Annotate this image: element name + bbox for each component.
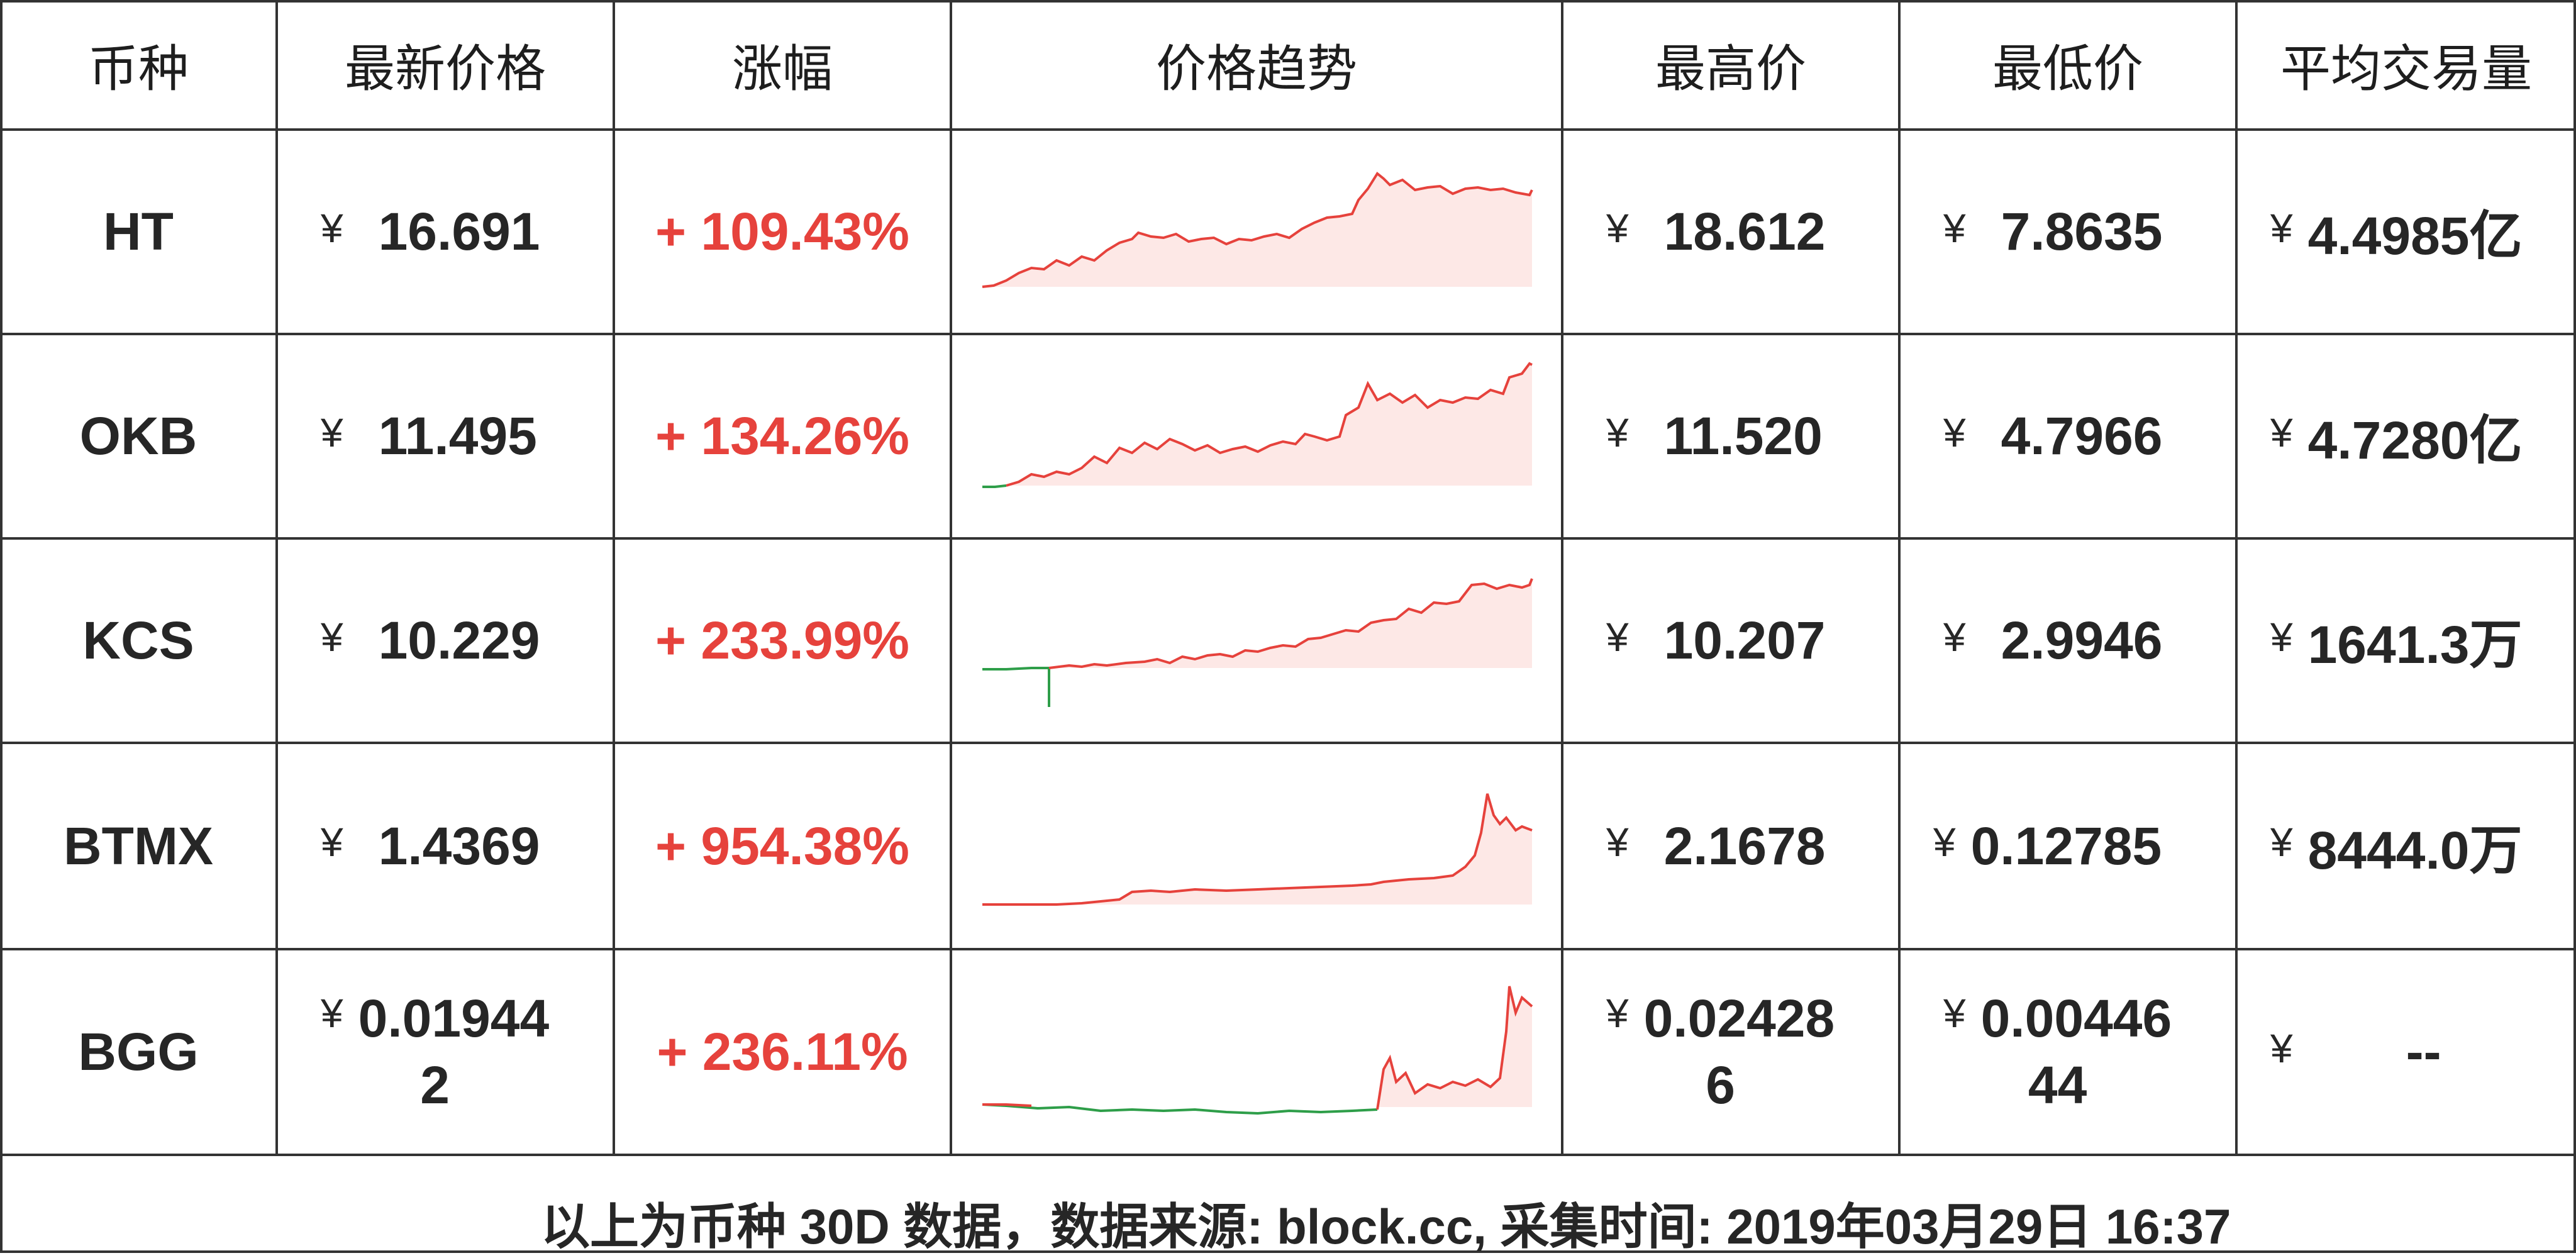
currency-symbol: ¥ <box>1943 614 1966 660</box>
currency-symbol: ¥ <box>1606 990 1629 1036</box>
row-low-price: ¥4.7966 <box>1899 334 2236 538</box>
row-high-price: ¥0.02428 6 <box>1562 949 1899 1155</box>
row-avg-volume: ¥8444.0万 <box>2236 743 2576 949</box>
low-price-value: 2.9946 <box>2001 611 2163 670</box>
row-low-price: ¥0.00446 44 <box>1899 949 2236 1155</box>
high-price-value: 11.520 <box>1663 406 1823 465</box>
currency-symbol: ¥ <box>2270 820 2293 865</box>
currency-symbol: ¥ <box>321 409 343 455</box>
row-low-price: ¥0.12785 <box>1899 743 2236 949</box>
avg-volume-value: 1641.3万 <box>2307 615 2523 674</box>
row-change: + 236.11% <box>657 1022 908 1081</box>
header-price-trend: 价格趋势 <box>1156 41 1357 97</box>
avg-volume-value: 4.4985亿 <box>2307 206 2523 265</box>
high-price-value: 10.207 <box>1663 611 1826 670</box>
row-latest-price: ¥16.691 <box>277 130 614 334</box>
currency-symbol: ¥ <box>2270 1025 2293 1071</box>
row-symbol: BGG <box>78 1022 199 1081</box>
latest-price-value: 11.495 <box>378 406 537 465</box>
row-avg-volume: ¥4.4985亿 <box>2236 130 2576 334</box>
row-change: + 954.38% <box>655 816 909 876</box>
currency-symbol: ¥ <box>321 205 343 251</box>
latest-price-value: 16.691 <box>378 202 540 261</box>
currency-symbol: ¥ <box>321 614 343 660</box>
latest-price-value: 0.01944 <box>358 988 550 1048</box>
row-symbol: KCS <box>82 611 194 670</box>
row-high-price: ¥10.207 <box>1562 538 1899 743</box>
header-avg-volume: 平均交易量 <box>2280 41 2532 97</box>
currency-symbol: ¥ <box>2270 614 2293 660</box>
low-price-value: 4.7966 <box>2001 406 2163 465</box>
header-low-price: 最低价 <box>1992 41 2143 97</box>
sparkline-okb <box>982 362 1533 488</box>
row-avg-volume: ¥1641.3万 <box>2236 538 2576 743</box>
currency-symbol: ¥ <box>1943 205 1966 251</box>
currency-symbol: ¥ <box>1933 820 1956 865</box>
row-latest-price: ¥10.229 <box>277 538 614 743</box>
row-symbol: OKB <box>79 406 197 465</box>
row-latest-price: ¥11.495 <box>277 334 614 538</box>
sparkline-ht <box>982 172 1533 288</box>
high-price-value: 0.02428 <box>1643 988 1835 1048</box>
row-low-price: ¥2.9946 <box>1899 538 2236 743</box>
avg-volume-value: 4.7280亿 <box>2307 411 2523 470</box>
currency-symbol: ¥ <box>1606 205 1629 251</box>
header-change: 涨幅 <box>732 41 833 97</box>
low-price-value: 0.00446 <box>1980 988 2172 1048</box>
row-symbol: BTMX <box>64 816 213 876</box>
sparkline-kcs <box>982 578 1533 707</box>
header-symbol: 币种 <box>88 41 189 97</box>
data-source-footnote: 以上为币种 30D 数据，数据来源: block.cc, 采集时间: 2019年… <box>541 1199 2231 1254</box>
row-high-price: ¥11.520 <box>1562 334 1899 538</box>
currency-symbol: ¥ <box>1606 614 1629 660</box>
sparkline-btmx <box>982 793 1533 906</box>
row-avg-volume: ¥ -- <box>2236 949 2576 1155</box>
currency-symbol: ¥ <box>1943 990 1966 1036</box>
row-high-price: ¥18.612 <box>1562 130 1899 334</box>
avg-volume-value: -- <box>2406 1022 2441 1081</box>
currency-symbol: ¥ <box>321 820 343 865</box>
high-price-value: 2.1678 <box>1663 816 1826 876</box>
currency-symbol: ¥ <box>1606 409 1629 455</box>
row-change: + 134.26% <box>655 406 909 465</box>
row-change: + 109.43% <box>655 202 909 261</box>
row-low-price: ¥7.8635 <box>1899 130 2236 334</box>
currency-symbol: ¥ <box>1943 409 1966 455</box>
sparkline-bgg <box>982 986 1533 1115</box>
row-latest-price: ¥0.01944 2 <box>277 949 614 1155</box>
currency-symbol: ¥ <box>321 990 343 1036</box>
low-price-value: 7.8635 <box>2001 202 2163 261</box>
row-symbol: HT <box>103 202 174 261</box>
latest-price-value-wrap: 2 <box>420 1055 450 1115</box>
currency-symbol: ¥ <box>2270 205 2293 251</box>
row-high-price: ¥2.1678 <box>1562 743 1899 949</box>
row-avg-volume: ¥4.7280亿 <box>2236 334 2576 538</box>
header-high-price: 最高价 <box>1655 41 1806 97</box>
header-latest-price: 最新价格 <box>345 41 546 97</box>
low-price-value-wrap: 44 <box>2028 1055 2087 1115</box>
low-price-value: 0.12785 <box>1970 816 2162 876</box>
row-latest-price: ¥1.4369 <box>277 743 614 949</box>
currency-symbol: ¥ <box>2270 409 2293 455</box>
high-price-value: 18.612 <box>1663 202 1826 261</box>
latest-price-value: 1.4369 <box>378 816 540 876</box>
currency-symbol: ¥ <box>1606 820 1629 865</box>
row-change: + 233.99% <box>655 611 909 670</box>
high-price-value-wrap: 6 <box>1706 1055 1735 1115</box>
avg-volume-value: 8444.0万 <box>2307 820 2523 880</box>
latest-price-value: 10.229 <box>378 611 540 670</box>
